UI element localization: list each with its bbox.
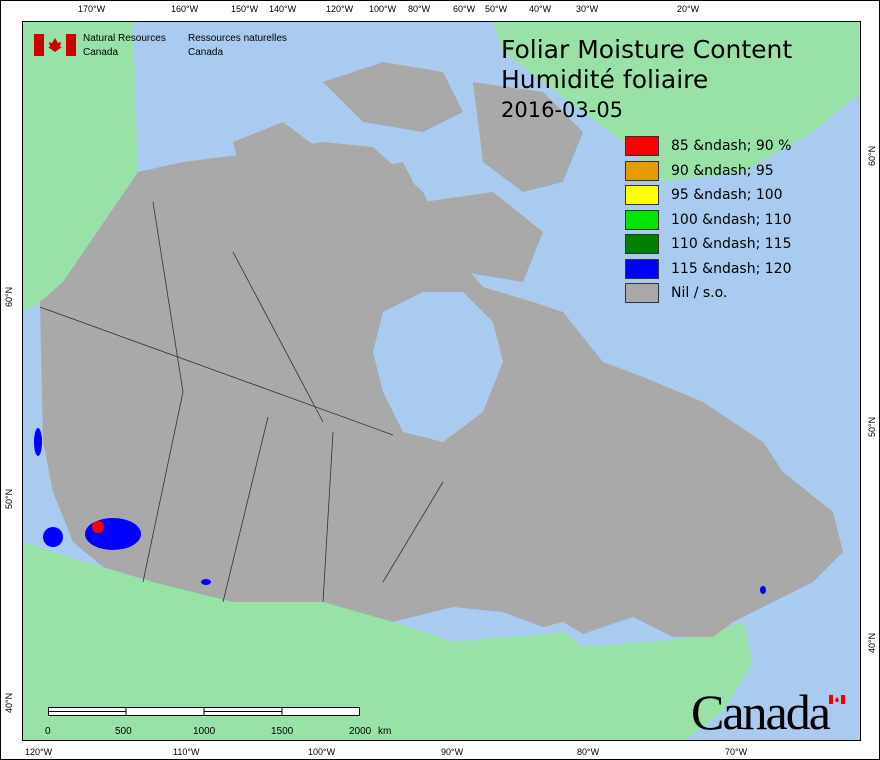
canada-wordmark: Canada <box>691 683 845 741</box>
org-fr-line2: Canada <box>188 47 224 58</box>
graticule-label: 50°N <box>4 488 14 509</box>
org-en-line1: Natural Resources <box>83 33 166 44</box>
united-states <box>23 542 753 740</box>
legend-label: 110 &ndash; 115 <box>671 236 792 253</box>
legend-item: 85 &ndash; 90 % <box>625 134 791 159</box>
legend-swatch <box>625 160 659 181</box>
arctic-island <box>423 192 543 282</box>
scale-label: 1000 <box>193 726 216 737</box>
arctic-island <box>353 162 423 217</box>
newfoundland <box>793 522 843 567</box>
legend-item: 115 &ndash; 120 <box>625 257 791 282</box>
legend-label: 85 &ndash; 90 % <box>671 138 792 155</box>
graticule-label: 100°W <box>369 4 397 14</box>
legend-swatch <box>625 209 659 230</box>
arctic-island <box>233 122 323 182</box>
canada-flag-icon <box>34 34 76 56</box>
legend-label: 100 &ndash; 110 <box>671 211 792 228</box>
graticule-label: 120°W <box>25 747 53 757</box>
graticule-label: 70°W <box>725 747 748 757</box>
legend-item: 110 &ndash; 115 <box>625 232 791 257</box>
scale-label: 0 <box>45 726 51 737</box>
legend-item: Nil / s.o. <box>625 281 791 306</box>
fmc-pixels <box>34 428 766 594</box>
graticule-label: 50°N <box>867 416 877 437</box>
legend-label: Nil / s.o. <box>671 285 728 302</box>
legend-label: 90 &ndash; 95 <box>671 162 774 179</box>
graticule-label: 90°W <box>441 747 464 757</box>
graticule-label: 60°N <box>4 286 14 307</box>
hudson-bay <box>373 292 503 442</box>
graticule-label: 20°W <box>677 4 700 14</box>
legend: 85 &ndash; 90 % 90 &ndash; 95 95 &ndash; 1… <box>625 134 791 306</box>
graticule-label: 140°W <box>269 4 297 14</box>
legend-item: 95 &ndash; 100 <box>625 183 791 208</box>
title-en: Foliar Moisture Content <box>501 35 793 64</box>
org-name-fr: Ressources naturelles Canada <box>188 32 287 60</box>
legend-swatch <box>625 283 659 304</box>
map-date: 2016-03-05 <box>501 98 624 122</box>
arctic-island <box>473 82 583 192</box>
scale-label: 2000 <box>349 726 372 737</box>
graticule-label: 40°N <box>4 692 14 713</box>
map-title: Foliar Moisture Content Humidité foliair… <box>501 35 792 125</box>
arctic-island <box>323 62 463 132</box>
legend-item: 90 &ndash; 95 <box>625 159 791 184</box>
provincial-borders <box>39 201 444 603</box>
graticule-label: 120°W <box>326 4 354 14</box>
graticule-label: 170°W <box>78 4 106 14</box>
legend-swatch <box>625 234 659 255</box>
graticule-label: 40°W <box>529 4 552 14</box>
scale-label: 1500 <box>271 726 294 737</box>
org-name-en: Natural Resources Canada <box>83 32 166 60</box>
legend-swatch <box>625 185 659 206</box>
graticule-label: 110°W <box>173 747 200 757</box>
graticule-label: 150°W <box>231 4 259 14</box>
scale-bar-graphic <box>48 707 360 716</box>
graticule-label: 100°W <box>308 747 336 757</box>
greenland <box>493 22 860 182</box>
org-fr-line1: Ressources naturelles <box>188 33 287 44</box>
scale-unit: km <box>378 726 392 737</box>
graticule-label: 80°W <box>577 747 600 757</box>
graticule-label: 60°W <box>453 4 476 14</box>
legend-swatch <box>625 258 659 279</box>
legend-swatch <box>625 136 659 157</box>
legend-label: 115 &ndash; 120 <box>671 260 792 277</box>
title-fr: Humidité foliaire <box>501 65 709 94</box>
graticule-label: 160°W <box>171 4 199 14</box>
alaska <box>23 22 138 312</box>
legend-label: 95 &ndash; 100 <box>671 187 783 204</box>
map-canvas <box>23 22 860 740</box>
graticule-label: 40°N <box>867 632 877 653</box>
graticule-label: 30°W <box>576 4 599 14</box>
wordmark-text: Canada <box>691 684 831 740</box>
scale-bar: 0 500 1000 1500 2000 km <box>45 707 391 738</box>
graticule-label: 50°W <box>485 4 508 14</box>
graticule-label: 60°N <box>867 145 877 166</box>
wordmark-flag-icon <box>829 695 845 704</box>
map-frame <box>22 21 861 741</box>
scale-label: 500 <box>115 726 132 737</box>
legend-item: 100 &ndash; 110 <box>625 208 791 233</box>
org-en-line2: Canada <box>83 47 119 58</box>
graticule-label: 80°W <box>408 4 431 14</box>
